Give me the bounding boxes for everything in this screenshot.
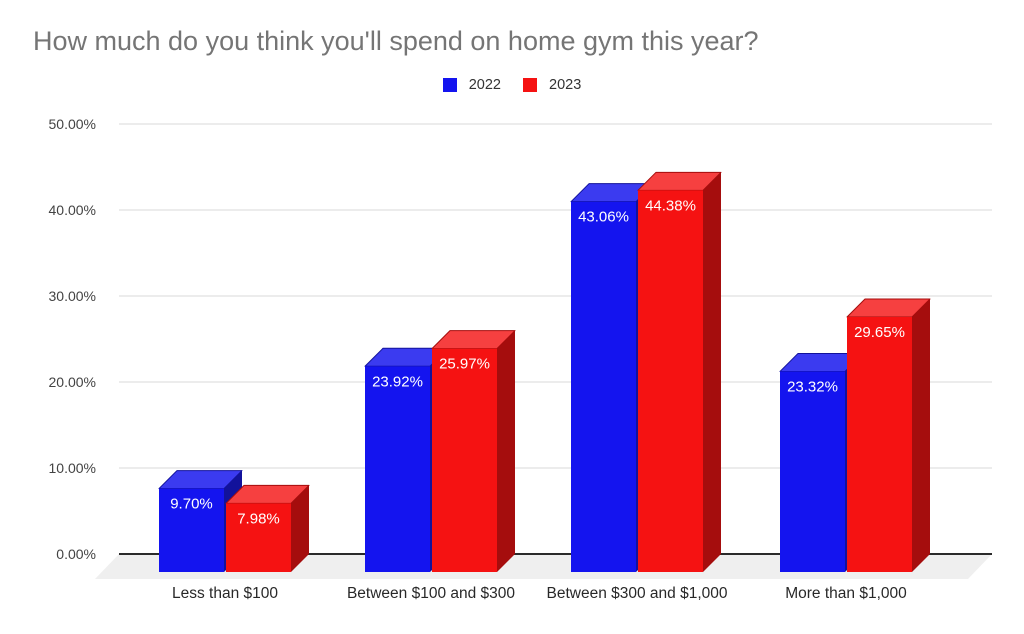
y-axis-tick-label: 20.00% — [49, 374, 96, 390]
bar-front-face — [432, 348, 497, 572]
legend-label-2023: 2023 — [549, 77, 582, 93]
bar-front-face — [226, 503, 291, 572]
bar-side-face — [497, 330, 515, 572]
bar-2023-2: 25.97% — [431, 330, 516, 572]
bar-value-label: 43.06% — [578, 209, 629, 226]
bar-2023-4: 29.65% — [846, 298, 931, 572]
bar-value-label: 23.92% — [372, 373, 423, 390]
bar-2023-1: 7.98% — [225, 484, 310, 572]
bar-value-label: 44.38% — [645, 197, 696, 214]
bar-side-face — [703, 172, 721, 572]
chart-title: How much do you think you'll spend on ho… — [33, 26, 759, 56]
bar-front-face — [780, 371, 845, 572]
bar-front-face — [365, 366, 430, 572]
legend-label-2022: 2022 — [468, 77, 501, 93]
bar-value-label: 7.98% — [237, 510, 280, 527]
bar-front-face — [159, 488, 224, 572]
bar-value-label: 29.65% — [854, 324, 905, 341]
bar-value-label: 9.70% — [170, 496, 213, 513]
x-axis-category-label: Between $300 and $1,000 — [547, 585, 728, 602]
bar-value-label: 25.97% — [439, 356, 490, 373]
bar-front-face — [847, 317, 912, 572]
y-axis-tick-label: 10.00% — [49, 460, 96, 476]
bar-side-face — [291, 485, 309, 572]
legend-swatch-2023 — [523, 78, 537, 92]
legend-swatch-2022 — [442, 78, 457, 92]
x-axis-category-label: More than $1,000 — [785, 585, 907, 602]
bar-front-face — [571, 201, 636, 572]
y-axis-tick-label: 30.00% — [49, 288, 96, 304]
x-axis-category-label: Less than $100 — [172, 585, 278, 602]
y-axis-tick-label: 0.00% — [56, 546, 96, 562]
bar-side-face — [912, 299, 930, 572]
x-axis-category-label: Between $100 and $300 — [347, 585, 515, 602]
bar-2023-3: 44.38% — [637, 171, 722, 572]
bar-value-label: 23.32% — [787, 378, 838, 395]
y-axis-tick-label: 50.00% — [49, 116, 96, 132]
bar-front-face — [638, 190, 703, 572]
chart-legend: 2022 2023 — [0, 77, 1024, 93]
chart-floor — [95, 554, 992, 579]
y-axis-tick-label: 40.00% — [49, 202, 96, 218]
